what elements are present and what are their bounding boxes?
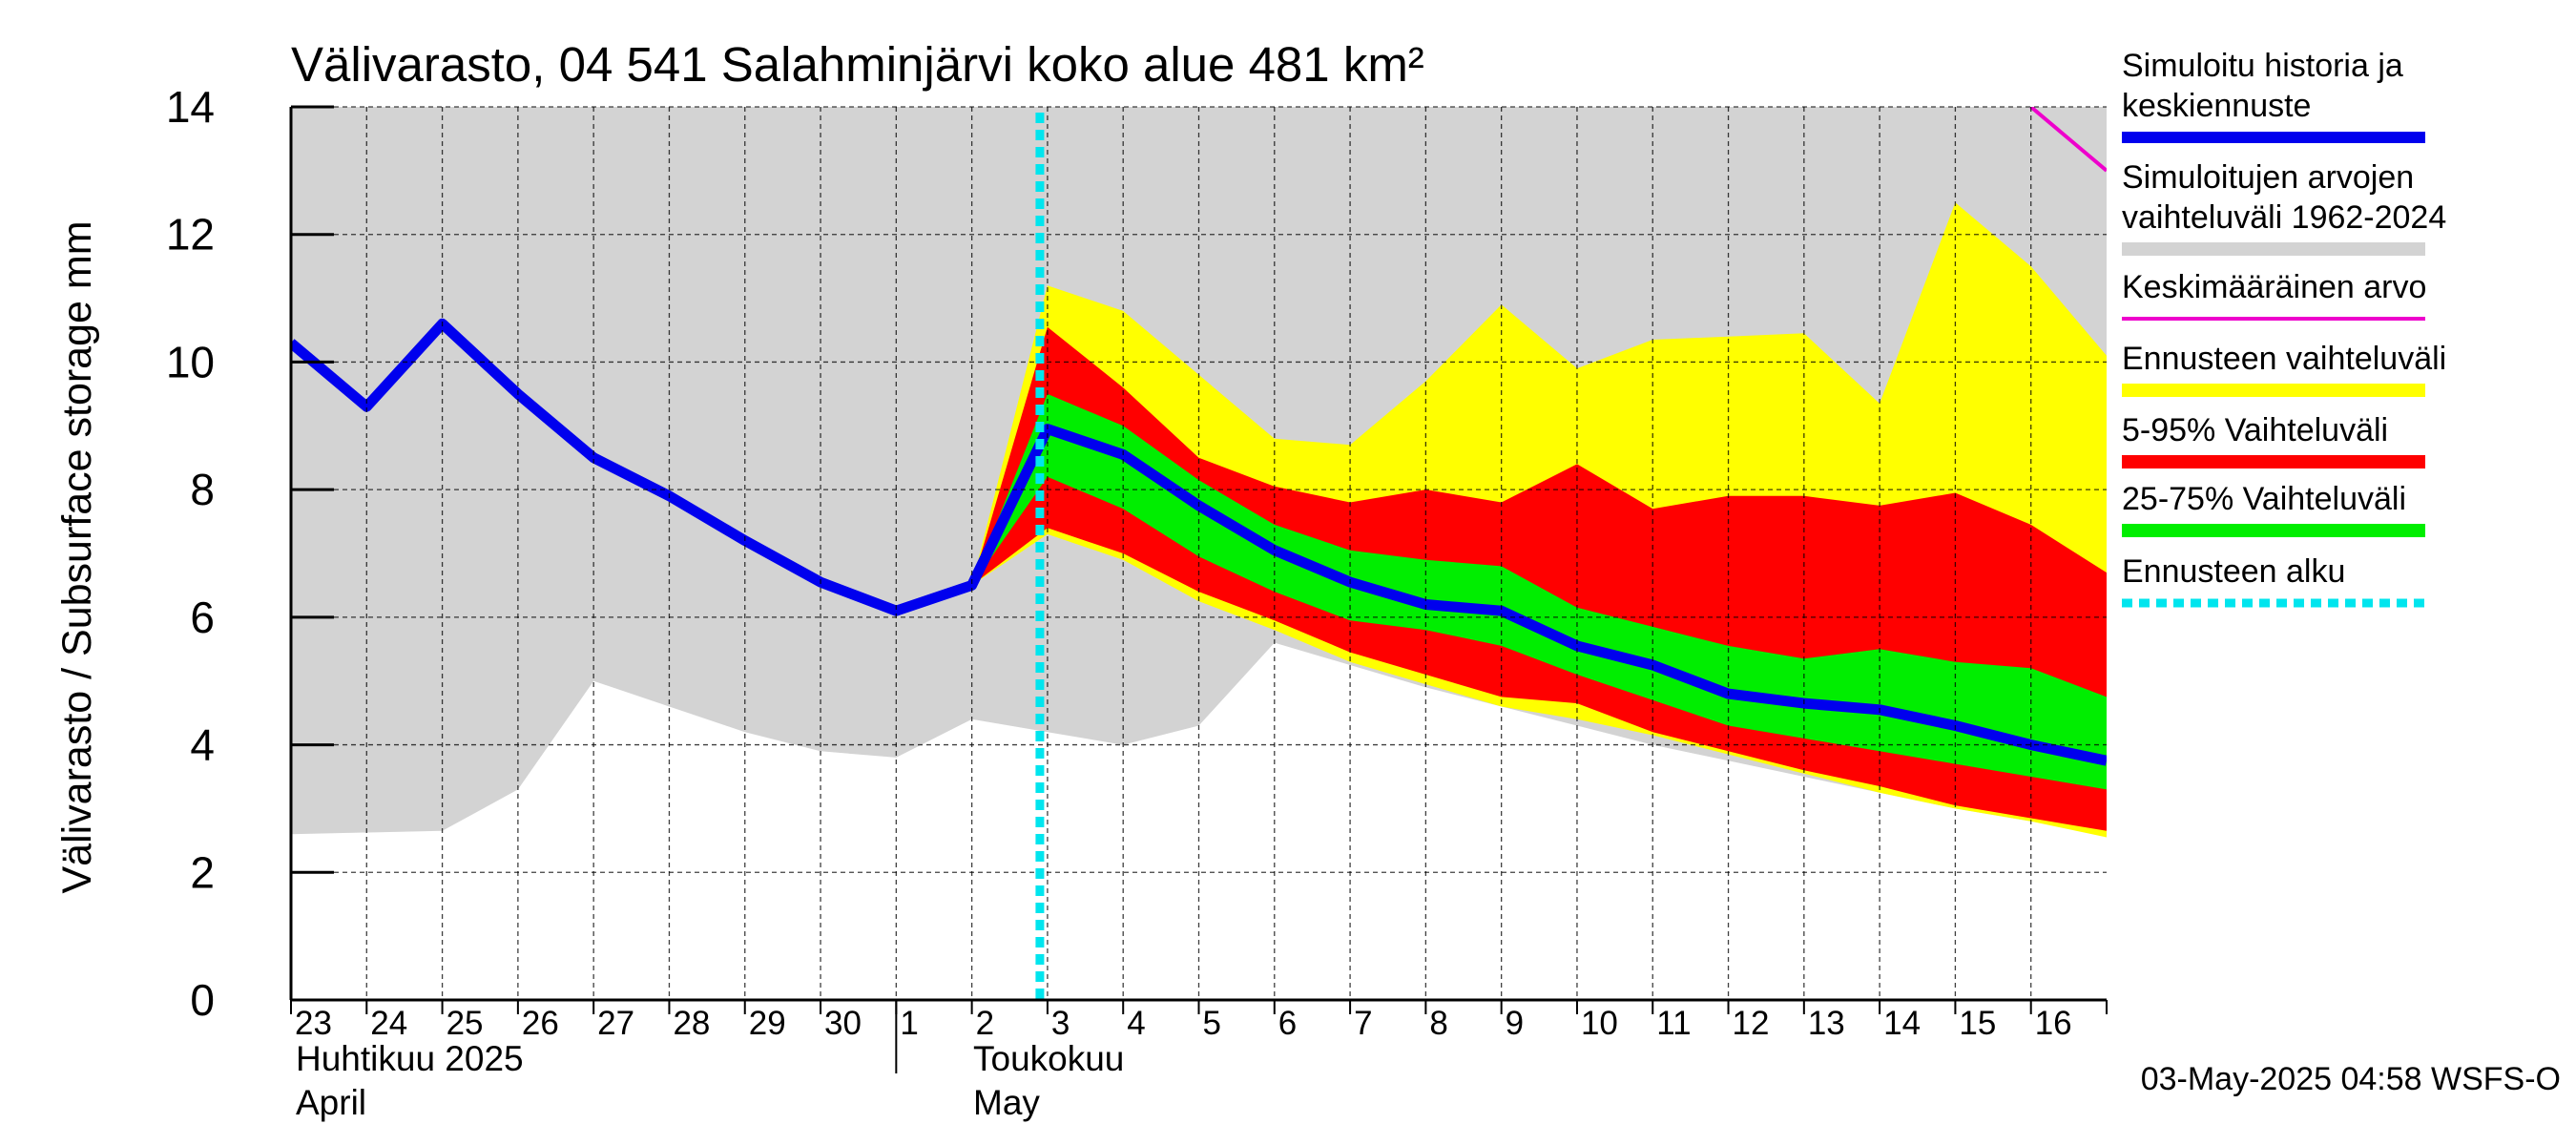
legend: Simuloitu historia ja keskiennusteSimuloi… [2122, 48, 2446, 608]
month-label-fi: Toukokuu [973, 1039, 1124, 1078]
x-tick-label: 6 [1278, 1005, 1297, 1042]
legend-label-line: Simuloitu historia ja [2122, 48, 2403, 84]
y-tick-label: 10 [166, 337, 215, 386]
x-tick-label: 11 [1656, 1005, 1691, 1042]
month-label-fi: Huhtikuu 2025 [296, 1039, 524, 1078]
band-25-75-area [971, 393, 2107, 790]
x-tick-label: 14 [1883, 1005, 1921, 1042]
x-tick-label: 2 [976, 1005, 994, 1042]
legend-label-line: 5-95% Vaihteluväli [2122, 412, 2388, 448]
y-tick-label: 0 [190, 975, 215, 1025]
y-tick-label: 2 [190, 847, 215, 897]
legend-label-line: keskiennuste [2122, 88, 2311, 124]
x-tick-label: 16 [2035, 1005, 2072, 1042]
x-tick-label: 29 [749, 1005, 786, 1042]
legend-label: Ennusteen alku [2122, 553, 2345, 590]
y-tick-label: 4 [190, 720, 215, 770]
x-tick-label: 13 [1808, 1005, 1845, 1042]
legend-label: Ennusteen vaihteluväli [2122, 341, 2446, 377]
title-group: Välivarasto, 04 541 Salahminjärvi koko a… [54, 37, 1424, 894]
x-tick-label: 12 [1733, 1005, 1770, 1042]
legend-label: 25-75% Vaihteluväli [2122, 481, 2406, 517]
x-tick-label: 26 [522, 1005, 559, 1042]
month-label-en: April [296, 1083, 366, 1122]
x-tick-label: 1 [900, 1005, 918, 1042]
legend-label-line: Ennusteen alku [2122, 553, 2345, 590]
y-tick-label: 14 [166, 82, 215, 132]
legend-label-line: 25-75% Vaihteluväli [2122, 481, 2406, 517]
legend-label-line: Ennusteen vaihteluväli [2122, 341, 2446, 377]
x-tick-label: 24 [370, 1005, 407, 1042]
y-axis-label: Välivarasto / Subsurface storage mm [54, 220, 100, 893]
legend-label: Simuloitu historia ja keskiennuste [2122, 48, 2403, 124]
x-tick-label: 15 [1959, 1005, 1996, 1042]
legend-label-line: vaihteluväli 1962-2024 [2122, 199, 2446, 236]
legend-label: 5-95% Vaihteluväli [2122, 412, 2388, 448]
x-tick-label: 5 [1203, 1005, 1221, 1042]
x-tick-label: 23 [295, 1005, 332, 1042]
x-tick-label: 7 [1354, 1005, 1372, 1042]
legend-label: Keskimääräinen arvo [2122, 269, 2426, 305]
y-tick-label: 8 [190, 465, 215, 514]
mean-line [2029, 107, 2107, 173]
x-tick-label: 8 [1429, 1005, 1447, 1042]
x-tick-label: 10 [1581, 1005, 1618, 1042]
chart-title: Välivarasto, 04 541 Salahminjärvi koko a… [291, 37, 1424, 92]
y-tick-label: 6 [190, 593, 215, 642]
legend-label-line: Keskimääräinen arvo [2122, 269, 2426, 305]
month-label-en: May [973, 1083, 1040, 1122]
legend-label: Simuloitujen arvojen vaihteluväli 1962-20… [2122, 159, 2446, 236]
y-tick-label: 12 [166, 210, 215, 260]
x-tick-label: 4 [1127, 1005, 1145, 1042]
x-tick-label: 25 [447, 1005, 484, 1042]
x-tick-label: 9 [1506, 1005, 1524, 1042]
legend-label-line: Simuloitujen arvojen [2122, 159, 2414, 196]
x-tick-label: 27 [597, 1005, 634, 1042]
x-tick-label: 30 [824, 1005, 862, 1042]
x-tick-label: 28 [673, 1005, 710, 1042]
x-tick-label: 3 [1051, 1005, 1070, 1042]
footer-timestamp: 03-May-2025 04:58 WSFS-O [2141, 1061, 2561, 1097]
